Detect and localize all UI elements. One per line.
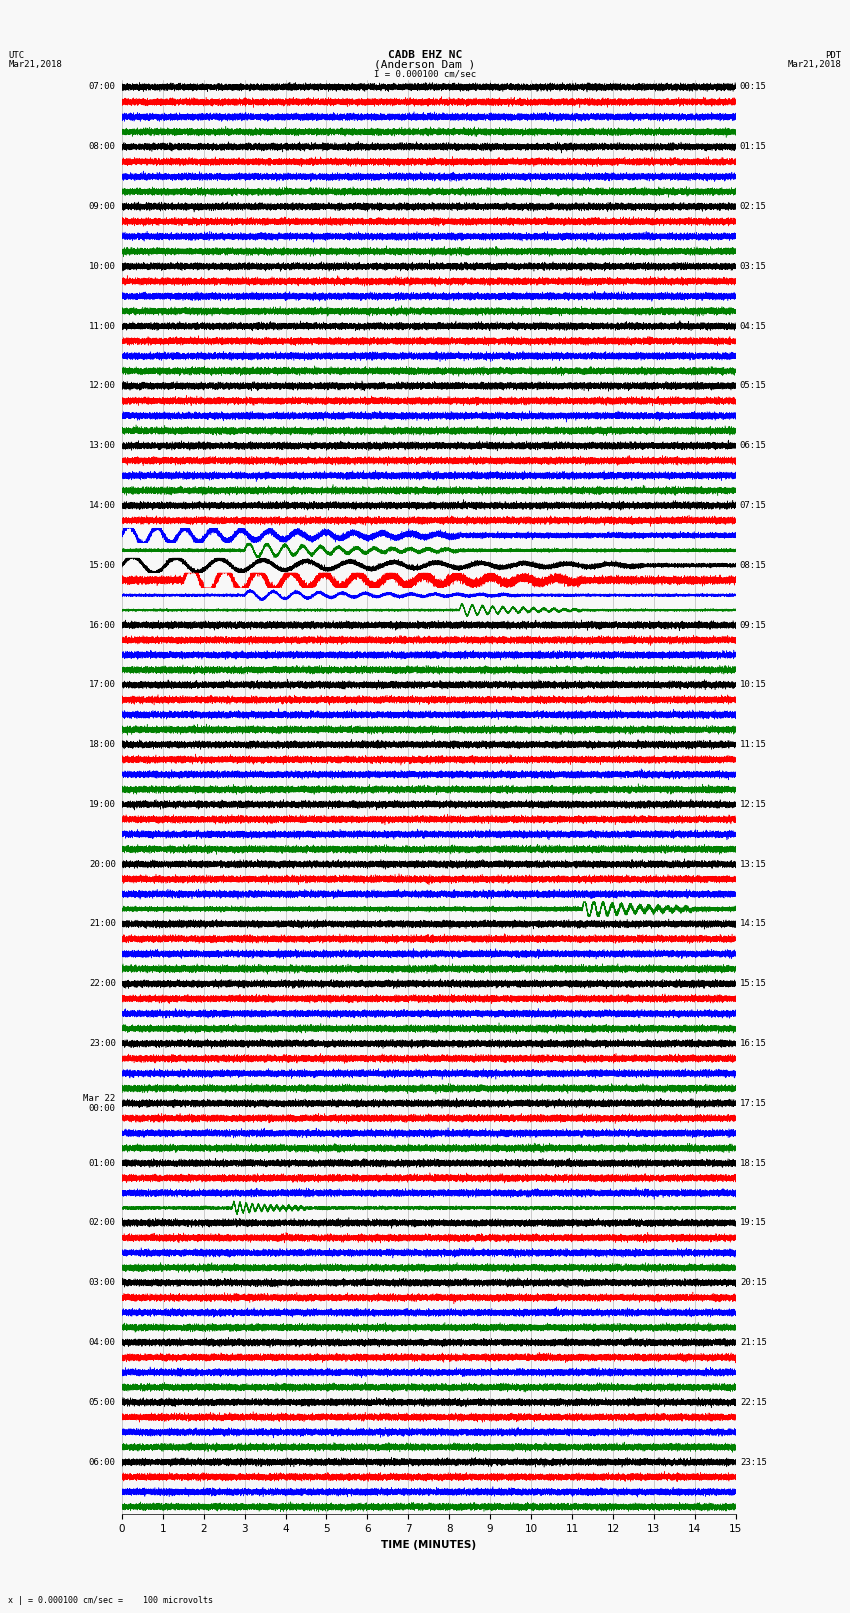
- Text: 09:15: 09:15: [740, 621, 767, 629]
- Text: 18:00: 18:00: [88, 740, 116, 748]
- Text: PDT: PDT: [825, 50, 842, 60]
- Text: 05:15: 05:15: [740, 381, 767, 390]
- Text: 10:00: 10:00: [88, 261, 116, 271]
- Text: 18:15: 18:15: [740, 1158, 767, 1168]
- Text: 11:15: 11:15: [740, 740, 767, 748]
- Text: 13:00: 13:00: [88, 442, 116, 450]
- Text: 20:00: 20:00: [88, 860, 116, 869]
- Text: 07:15: 07:15: [740, 502, 767, 510]
- Text: 00:15: 00:15: [740, 82, 767, 92]
- Text: I = 0.000100 cm/sec: I = 0.000100 cm/sec: [374, 69, 476, 77]
- Text: 23:15: 23:15: [740, 1458, 767, 1466]
- Text: 13:15: 13:15: [740, 860, 767, 869]
- Text: Mar21,2018: Mar21,2018: [788, 60, 842, 69]
- Text: 23:00: 23:00: [88, 1039, 116, 1048]
- Text: 01:15: 01:15: [740, 142, 767, 152]
- Text: 12:00: 12:00: [88, 381, 116, 390]
- Text: 21:15: 21:15: [740, 1337, 767, 1347]
- Text: CADB EHZ NC: CADB EHZ NC: [388, 50, 462, 60]
- Text: 08:00: 08:00: [88, 142, 116, 152]
- Text: 04:00: 04:00: [88, 1337, 116, 1347]
- Text: 02:15: 02:15: [740, 202, 767, 211]
- Text: Mar21,2018: Mar21,2018: [8, 60, 62, 69]
- Text: 11:00: 11:00: [88, 321, 116, 331]
- Text: 12:15: 12:15: [740, 800, 767, 808]
- Text: 19:15: 19:15: [740, 1218, 767, 1227]
- Text: 16:15: 16:15: [740, 1039, 767, 1048]
- Text: 03:15: 03:15: [740, 261, 767, 271]
- Text: 15:15: 15:15: [740, 979, 767, 989]
- Text: 17:15: 17:15: [740, 1098, 767, 1108]
- Text: 04:15: 04:15: [740, 321, 767, 331]
- Text: 09:00: 09:00: [88, 202, 116, 211]
- Text: UTC: UTC: [8, 50, 25, 60]
- Text: 14:15: 14:15: [740, 919, 767, 929]
- Text: x | = 0.000100 cm/sec =    100 microvolts: x | = 0.000100 cm/sec = 100 microvolts: [8, 1595, 213, 1605]
- Text: 06:15: 06:15: [740, 442, 767, 450]
- Text: 17:00: 17:00: [88, 681, 116, 689]
- Text: 06:00: 06:00: [88, 1458, 116, 1466]
- Text: 16:00: 16:00: [88, 621, 116, 629]
- Text: 22:00: 22:00: [88, 979, 116, 989]
- Text: 20:15: 20:15: [740, 1277, 767, 1287]
- Text: 02:00: 02:00: [88, 1218, 116, 1227]
- Text: 19:00: 19:00: [88, 800, 116, 808]
- Text: 07:00: 07:00: [88, 82, 116, 92]
- Text: (Anderson Dam ): (Anderson Dam ): [374, 60, 476, 69]
- Text: 21:00: 21:00: [88, 919, 116, 929]
- Text: 08:15: 08:15: [740, 561, 767, 569]
- Text: 22:15: 22:15: [740, 1398, 767, 1407]
- Text: Mar 22
00:00: Mar 22 00:00: [83, 1094, 116, 1113]
- X-axis label: TIME (MINUTES): TIME (MINUTES): [381, 1540, 476, 1550]
- Text: 03:00: 03:00: [88, 1277, 116, 1287]
- Text: 01:00: 01:00: [88, 1158, 116, 1168]
- Text: 05:00: 05:00: [88, 1398, 116, 1407]
- Text: 14:00: 14:00: [88, 502, 116, 510]
- Text: 10:15: 10:15: [740, 681, 767, 689]
- Text: 15:00: 15:00: [88, 561, 116, 569]
